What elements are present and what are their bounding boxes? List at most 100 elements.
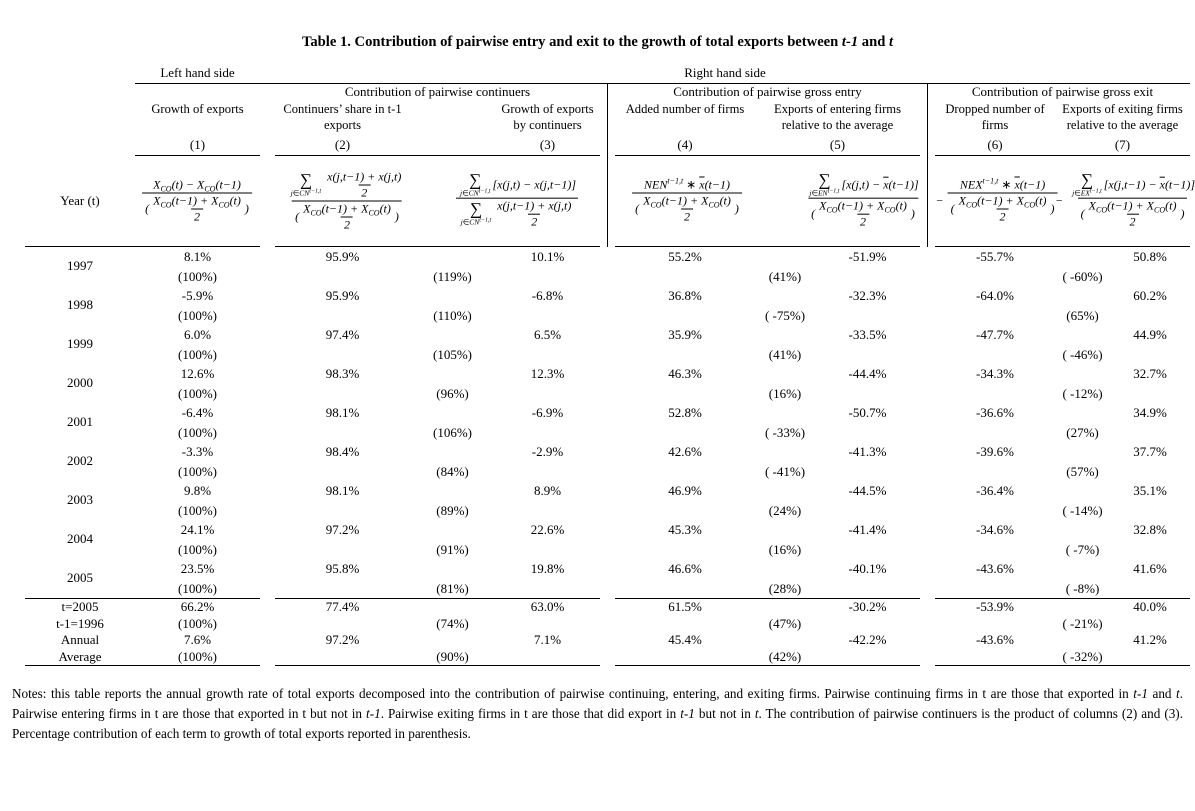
cell-growth-of-exports: -3.3% [181,444,214,459]
cell-entry-contribution: ( -41%) [764,463,806,479]
cell-added-firms: 36.8% [668,288,702,303]
cell-growth-of-exports: 6.0% [183,327,212,342]
table-row: 2001 -6.4% (100%) 98.1% (106%) -6.9% 52.… [25,403,1190,442]
cell-entering-exports: -41.3% [848,444,887,459]
cell-entering-exports: -51.9% [848,249,887,264]
cell-growth-share: (100%) [178,463,217,479]
col-num-5: (5) [829,137,846,152]
row-year-label: 1999 [67,336,93,352]
col-num-7: (7) [1114,137,1131,152]
cell-continuers-contribution: (119%) [433,268,472,284]
cell-exit-contribution: ( -46%) [1062,346,1103,362]
cell-dropped-firms: -34.6% [976,522,1014,537]
table-body: 1997 8.1% (100%) 95.9% (119%) 10.1% 55.2… [25,247,1190,598]
cell-growth-by-continuers: 22.6% [530,522,565,537]
cell-growth-of-exports: 12.6% [180,366,215,381]
cell-growth-by-continuers: 10.1% [530,249,565,264]
cell-added-firms: 46.3% [668,366,702,381]
cell-entry-contribution: ( -33%) [764,424,806,440]
cell-dropped-firms: -64.0% [976,288,1014,303]
group-divider-line-2 [927,84,928,247]
cell-entry-contribution: (28%) [768,580,802,596]
cell-exiting-exports: 41.6% [1133,561,1167,576]
cell-added-firms: 52.8% [668,405,702,420]
cell-continuers-share: 95.9% [325,288,360,303]
cell-growth-by-continuers: 12.3% [530,366,565,381]
cell-entering-exports: -42.2% [848,632,887,647]
cell-growth-share: (100%) [178,385,217,401]
cell-exit-contribution: (27%) [1066,424,1099,440]
cell-dropped-firms: -47.7% [976,327,1014,342]
formula-col-5: ∑ j∈EN t−1,t [x(j,t) − x (t−1)](X CO (t−1) + X… [808,170,919,229]
cell-added-firms: 46.9% [668,483,702,498]
cell-continuers-contribution: (90%) [436,648,469,664]
row-year-label: Annual Average [58,632,102,664]
cell-continuers-share: 97.2% [325,632,360,647]
cell-exit-contribution: (65%) [1066,307,1099,323]
cell-growth-by-continuers: 19.8% [530,561,565,576]
cell-entering-exports: -33.5% [848,327,887,342]
cell-dropped-firms: -36.6% [976,405,1014,420]
col-num-1: (1) [189,137,206,152]
cell-continuers-share: 98.1% [325,405,360,420]
group-header-row: Contribution of pairwise continuers Cont… [25,84,1190,101]
cell-growth-of-exports: -6.4% [181,405,214,420]
table-row: 2005 23.5% (100%) 95.8% (81%) 19.8% 46.6… [25,559,1190,598]
cell-exiting-exports: 34.9% [1133,405,1167,420]
cell-growth-by-continuers: -2.9% [531,444,564,459]
cell-entry-contribution: ( -75%) [764,307,806,323]
year-column-label: Year (t) [60,193,100,208]
col-title-added-firms: Added number of firms [625,102,745,116]
cell-entering-exports: -44.5% [848,483,887,498]
cell-exit-contribution: ( -8%) [1065,580,1100,596]
cell-added-firms: 61.5% [668,599,702,614]
cell-growth-share: (100%) [178,502,217,518]
cell-growth-by-continuers: 7.1% [533,632,562,647]
cell-exit-contribution: ( -12%) [1062,385,1103,401]
table-row: 2003 9.8% (100%) 98.1% (89%) 8.9% 46.9% … [25,481,1190,520]
cell-entering-exports: -44.4% [848,366,887,381]
cell-dropped-firms: -34.3% [976,366,1014,381]
cell-continuers-share: 95.9% [325,249,360,264]
cell-growth-of-exports: 24.1% [180,522,215,537]
left-hand-side-label: Left hand side [135,65,260,84]
cell-exiting-exports: 32.7% [1133,366,1167,381]
cell-exiting-exports: 41.2% [1133,632,1167,647]
right-hand-side-label: Right hand side [260,65,1190,84]
cell-exit-contribution: ( -21%) [1062,615,1103,631]
cell-continuers-contribution: (74%) [436,615,469,631]
table-row: 1998 -5.9% (100%) 95.9% (110%) -6.8% 36.… [25,286,1190,325]
rule-under-formulas [25,246,1190,247]
cell-dropped-firms: -39.6% [976,444,1014,459]
table-notes: Notes: this table reports the annual gro… [12,686,1183,741]
cell-dropped-firms: -55.7% [976,249,1014,264]
group-gross-exit-label: Contribution of pairwise gross exit [971,84,1154,99]
cell-growth-by-continuers: 63.0% [530,599,565,614]
table-row: 1999 6.0% (100%) 97.4% (105%) 6.5% 35.9%… [25,325,1190,364]
cell-dropped-firms: -43.6% [976,632,1014,647]
cell-growth-of-exports: 9.8% [183,483,212,498]
row-year-label: 1997 [67,258,93,274]
cell-continuers-share: 77.4% [325,599,360,614]
cell-entering-exports: -40.1% [848,561,887,576]
row-year-label: 2000 [67,375,93,391]
table-title: Table 1. Contribution of pairwise entry … [301,34,894,50]
rule-bottom [25,665,1190,666]
rule-above-summary [25,598,1190,599]
formula-col-3: ∑ j∈CN t−1,t [x(j,t) − x(j,t−1)] ∑ j∈CN t−1,t x… [454,172,580,230]
cell-growth-share: (100%) [178,307,217,323]
cell-exit-contribution: ( -60%) [1062,268,1103,284]
cell-continuers-share: 97.4% [325,327,360,342]
cell-continuers-share: 98.1% [325,483,360,498]
cell-growth-of-exports: 23.5% [180,561,215,576]
cell-exit-contribution: (57%) [1066,463,1099,479]
cell-continuers-contribution: (96%) [436,385,469,401]
row-year-label: 2001 [67,414,93,430]
cell-growth-by-continuers: -6.8% [531,288,564,303]
column-header-block: Contribution of pairwise continuers Cont… [25,84,1195,247]
cell-continuers-contribution: (105%) [433,346,472,362]
row-year-label: t=2005 t-1=1996 [56,599,104,631]
table: Left hand side Right hand side Contribut… [25,65,1195,666]
col-num-2: (2) [334,137,351,152]
cell-exiting-exports: 44.9% [1133,327,1167,342]
